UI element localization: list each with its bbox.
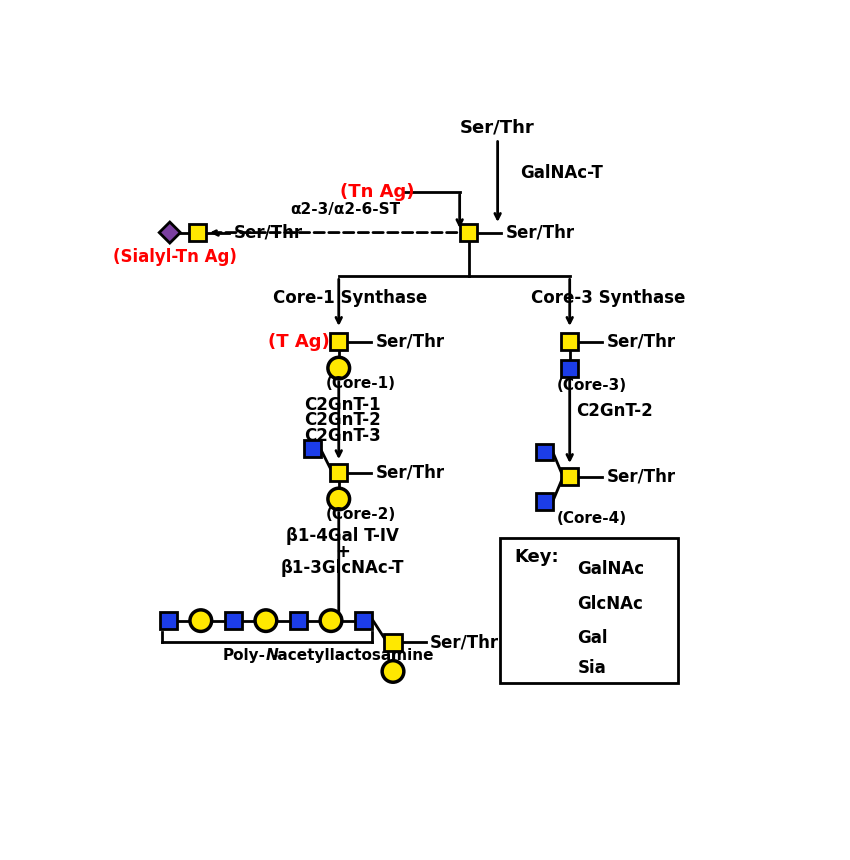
Polygon shape — [550, 657, 571, 679]
Circle shape — [328, 357, 349, 379]
Circle shape — [190, 610, 212, 631]
Text: Ser/Thr: Ser/Thr — [376, 464, 445, 482]
Bar — [330, 334, 348, 350]
Text: (Tn Ag): (Tn Ag) — [340, 183, 415, 200]
Circle shape — [382, 660, 404, 682]
Text: GalNAc: GalNAc — [577, 560, 644, 578]
Circle shape — [320, 610, 342, 631]
Text: (Core-1): (Core-1) — [326, 376, 395, 391]
Bar — [536, 444, 553, 460]
Text: (Core-3): (Core-3) — [557, 378, 626, 392]
Text: (Sialyl-Tn Ag): (Sialyl-Tn Ag) — [112, 249, 236, 267]
Text: Key:: Key: — [514, 548, 558, 566]
Bar — [290, 612, 307, 630]
Text: Ser/Thr: Ser/Thr — [376, 333, 445, 351]
Bar — [160, 612, 177, 630]
Bar — [561, 468, 578, 485]
Text: C2GnT-2: C2GnT-2 — [304, 411, 381, 429]
Text: C2GnT-2: C2GnT-2 — [576, 402, 653, 421]
Bar — [552, 595, 569, 612]
Bar — [552, 561, 569, 578]
Text: (Core-4): (Core-4) — [557, 511, 626, 525]
Text: Ser/Thr: Ser/Thr — [506, 224, 575, 242]
Circle shape — [255, 610, 277, 631]
Bar — [355, 612, 372, 630]
Bar — [461, 224, 478, 241]
Text: GlcNAc: GlcNAc — [577, 595, 643, 612]
Bar — [190, 224, 207, 241]
Text: +: + — [335, 544, 350, 561]
Text: β1-4Gal T-IV: β1-4Gal T-IV — [286, 527, 399, 545]
Bar — [536, 493, 553, 510]
Text: Ser/Thr: Ser/Thr — [607, 468, 676, 486]
Text: N: N — [265, 648, 278, 663]
Text: (Core-2): (Core-2) — [326, 507, 395, 522]
Circle shape — [550, 628, 571, 649]
Bar — [384, 634, 401, 651]
Text: C2GnT-3: C2GnT-3 — [304, 427, 381, 445]
Text: Ser/Thr: Ser/Thr — [234, 224, 303, 242]
Text: Core-3 Synthase: Core-3 Synthase — [531, 289, 686, 307]
Text: Core-1 Synthase: Core-1 Synthase — [273, 289, 428, 307]
Text: Gal: Gal — [577, 630, 608, 648]
Text: α2-3/α2-6-ST: α2-3/α2-6-ST — [290, 202, 400, 217]
Text: Ser/Thr: Ser/Thr — [460, 119, 535, 137]
Text: (T Ag): (T Ag) — [268, 333, 330, 351]
Text: -acetyllactosamine: -acetyllactosamine — [271, 648, 434, 663]
Bar — [561, 334, 578, 350]
Text: Poly-: Poly- — [223, 648, 265, 663]
Circle shape — [328, 488, 349, 510]
Bar — [561, 359, 578, 377]
Text: Ser/Thr: Ser/Thr — [607, 333, 676, 351]
Text: Ser/Thr: Ser/Thr — [430, 633, 499, 651]
Text: Sia: Sia — [577, 659, 606, 677]
Bar — [500, 538, 678, 683]
Polygon shape — [159, 222, 180, 243]
Text: C2GnT-1: C2GnT-1 — [304, 396, 381, 414]
Bar — [304, 439, 321, 457]
Bar — [224, 612, 242, 630]
Bar — [330, 464, 348, 482]
Text: β1-3GlcNAc-T: β1-3GlcNAc-T — [280, 558, 405, 576]
Text: GalNAc-T: GalNAc-T — [520, 163, 604, 181]
